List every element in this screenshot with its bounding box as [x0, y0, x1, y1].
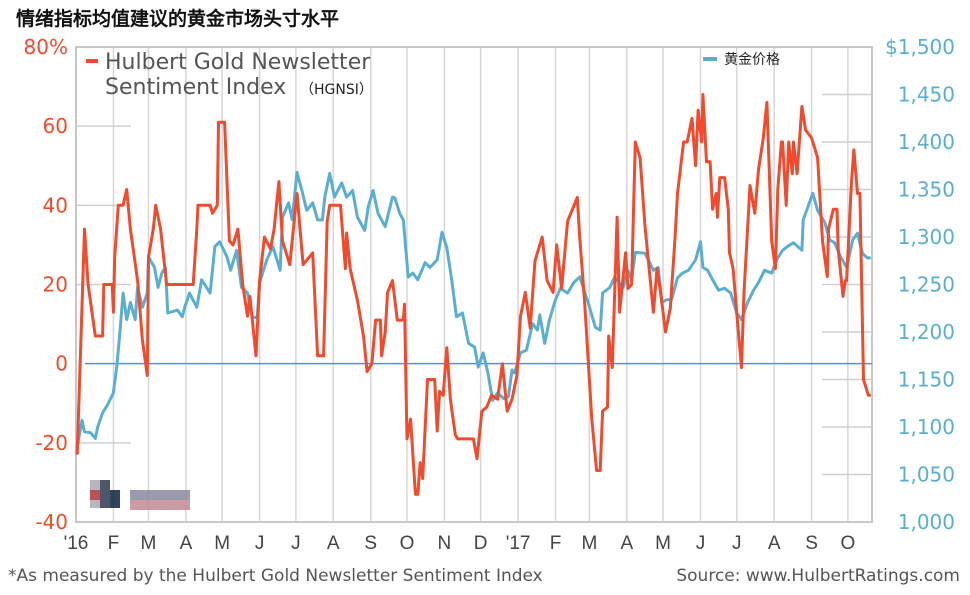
right-tick-label: 1,050 — [898, 463, 955, 487]
x-tick-label: J — [696, 533, 706, 554]
left-tick-label: -20 — [35, 431, 68, 455]
left-tick-label: 60 — [43, 114, 68, 138]
series-gold-price-line — [75, 170, 871, 448]
right-tick-label: 1,000 — [898, 510, 955, 534]
x-tick-label: M — [141, 533, 157, 554]
x-tick-label: N — [438, 533, 452, 554]
x-tick-label: O — [400, 533, 415, 554]
x-tick-label: O — [840, 533, 855, 554]
x-tick-label: D — [474, 533, 488, 554]
page-title: 情绪指标均值建议的黄金市场头寸水平 — [16, 8, 340, 30]
right-tick-label: 1,150 — [898, 368, 955, 392]
right-tick-label: 1,450 — [898, 83, 955, 107]
x-tick-label: A — [327, 533, 340, 554]
x-tick-label: F — [550, 533, 562, 554]
source-credit: Source: www.HulbertRatings.com — [676, 566, 960, 586]
right-tick-label: 1,200 — [898, 320, 955, 344]
x-tick-label: M — [655, 533, 671, 554]
x-tick-label: M — [581, 533, 597, 554]
x-tick-label: '16 — [64, 533, 89, 554]
x-tick-label: M — [214, 533, 230, 554]
x-tick-label: J — [291, 533, 301, 554]
legend-hgnsi-swatch — [86, 59, 98, 63]
right-tick-label: 1,400 — [898, 130, 955, 154]
right-tick-label: 1,250 — [898, 273, 955, 297]
x-tick-label: A — [180, 533, 193, 554]
right-tick-label: $1,500 — [885, 35, 955, 59]
legend-hgnsi-label-line2: Sentiment Index — [105, 75, 286, 100]
right-tick-label: 1,100 — [898, 415, 955, 439]
x-tick-label: S — [364, 533, 377, 554]
blurred-logo — [90, 480, 190, 510]
right-tick-label: 1,300 — [898, 225, 955, 249]
left-tick-label: 80% — [24, 35, 68, 59]
legend-hgnsi-label-suffix: （HGNSI） — [300, 82, 373, 98]
legend-gold-swatch — [703, 57, 717, 61]
left-tick-label: 0 — [55, 352, 68, 376]
left-tick-label: -40 — [35, 510, 68, 534]
plot-frame — [75, 46, 873, 523]
x-tick-label: F — [108, 533, 120, 554]
x-tick-label: S — [805, 533, 818, 554]
right-tick-label: 1,350 — [898, 178, 955, 202]
left-tick-label: 20 — [43, 273, 68, 297]
x-tick-label: J — [732, 533, 742, 554]
legend-gold-label: 黄金价格 — [724, 51, 780, 68]
gridlines — [76, 47, 872, 522]
x-tick-label: A — [620, 533, 633, 554]
footnote: *As measured by the Hulbert Gold Newslet… — [8, 566, 543, 586]
x-tick-label: A — [768, 533, 781, 554]
x-tick-label: '17 — [506, 533, 531, 554]
left-tick-label: 40 — [43, 193, 68, 217]
series-hgnsi-line — [75, 93, 871, 496]
legend-hgnsi-label-line1: Hulbert Gold Newsletter — [105, 50, 371, 75]
x-tick-label: J — [255, 533, 265, 554]
